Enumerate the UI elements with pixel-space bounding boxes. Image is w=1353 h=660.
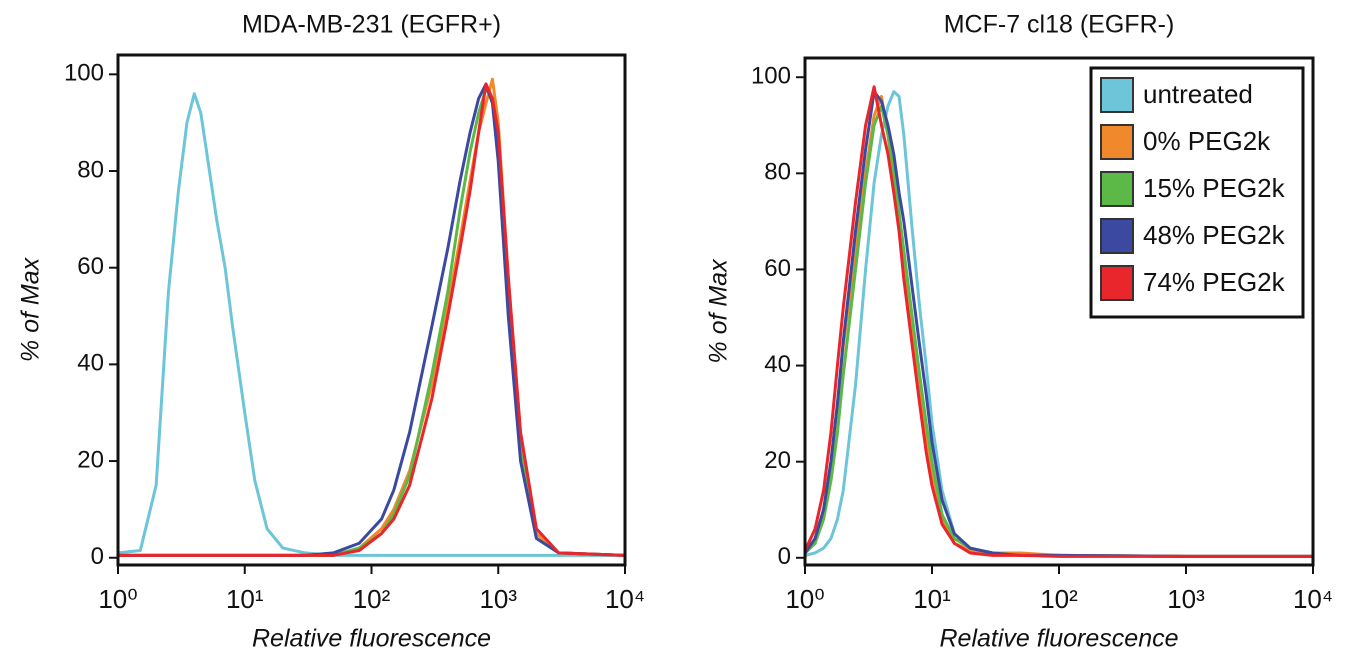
y-tick-label: 40 — [764, 351, 791, 378]
x-tick-label: 10² — [353, 584, 391, 614]
series-line — [803, 90, 1313, 558]
series-line — [117, 92, 625, 557]
y-tick-label: 100 — [64, 60, 104, 87]
legend: untreated 0% PEG2k 15% PEG2k 48% PEG2k 74% P… — [1089, 66, 1305, 319]
x-axis-label: Relative fluorescence — [252, 625, 491, 653]
legend-label: 15% PEG2k — [1143, 173, 1286, 203]
y-tick-label: 80 — [764, 159, 791, 186]
legend-swatch — [1100, 218, 1134, 254]
series-line — [803, 85, 1313, 558]
legend-swatch — [1100, 171, 1134, 207]
x-axis-label: Relative fluorescence — [939, 625, 1178, 653]
y-tick-label: 60 — [764, 255, 791, 282]
series-line — [118, 87, 626, 557]
y-tick-label: 20 — [764, 447, 791, 474]
x-tick-label: 10³ — [479, 584, 517, 614]
y-axis-label: % of Max — [17, 256, 45, 362]
x-tick-label: 10² — [1040, 584, 1078, 614]
y-axis-label: % of Max — [705, 258, 733, 364]
y-tick-label: 100 — [751, 63, 791, 90]
x-tick-label: 10¹ — [913, 584, 951, 614]
y-tick-label: 60 — [77, 253, 104, 280]
x-tick-label: 10⁰ — [98, 584, 137, 614]
y-tick-label: 0 — [91, 543, 104, 570]
x-tick-label: 10⁴ — [1293, 584, 1333, 614]
y-tick-label: 0 — [778, 543, 791, 570]
legend-label: untreated — [1143, 79, 1253, 109]
legend-swatch — [1100, 124, 1134, 160]
legend-label: 0% PEG2k — [1143, 126, 1271, 156]
chart-title: MCF-7 cl18 (EGFR-) — [944, 11, 1175, 39]
x-tick-label: 10⁴ — [605, 584, 645, 614]
chart-title: MDA-MB-231 (EGFR+) — [242, 11, 501, 39]
x-tick-label: 10³ — [1167, 584, 1205, 614]
plot-frame — [116, 53, 627, 567]
x-tick-label: 10⁰ — [785, 584, 824, 614]
legend-label: 74% PEG2k — [1143, 267, 1286, 297]
legend-swatch — [1100, 265, 1134, 301]
legend-label: 48% PEG2k — [1143, 220, 1286, 250]
y-tick-label: 80 — [77, 156, 104, 183]
legend-swatch — [1100, 77, 1134, 113]
series-line — [118, 82, 626, 557]
plot-frame — [803, 56, 1315, 567]
series-line — [118, 82, 626, 557]
y-tick-label: 20 — [77, 446, 104, 473]
y-tick-label: 40 — [77, 350, 104, 377]
series-line — [118, 77, 626, 557]
x-tick-label: 10¹ — [226, 584, 264, 614]
